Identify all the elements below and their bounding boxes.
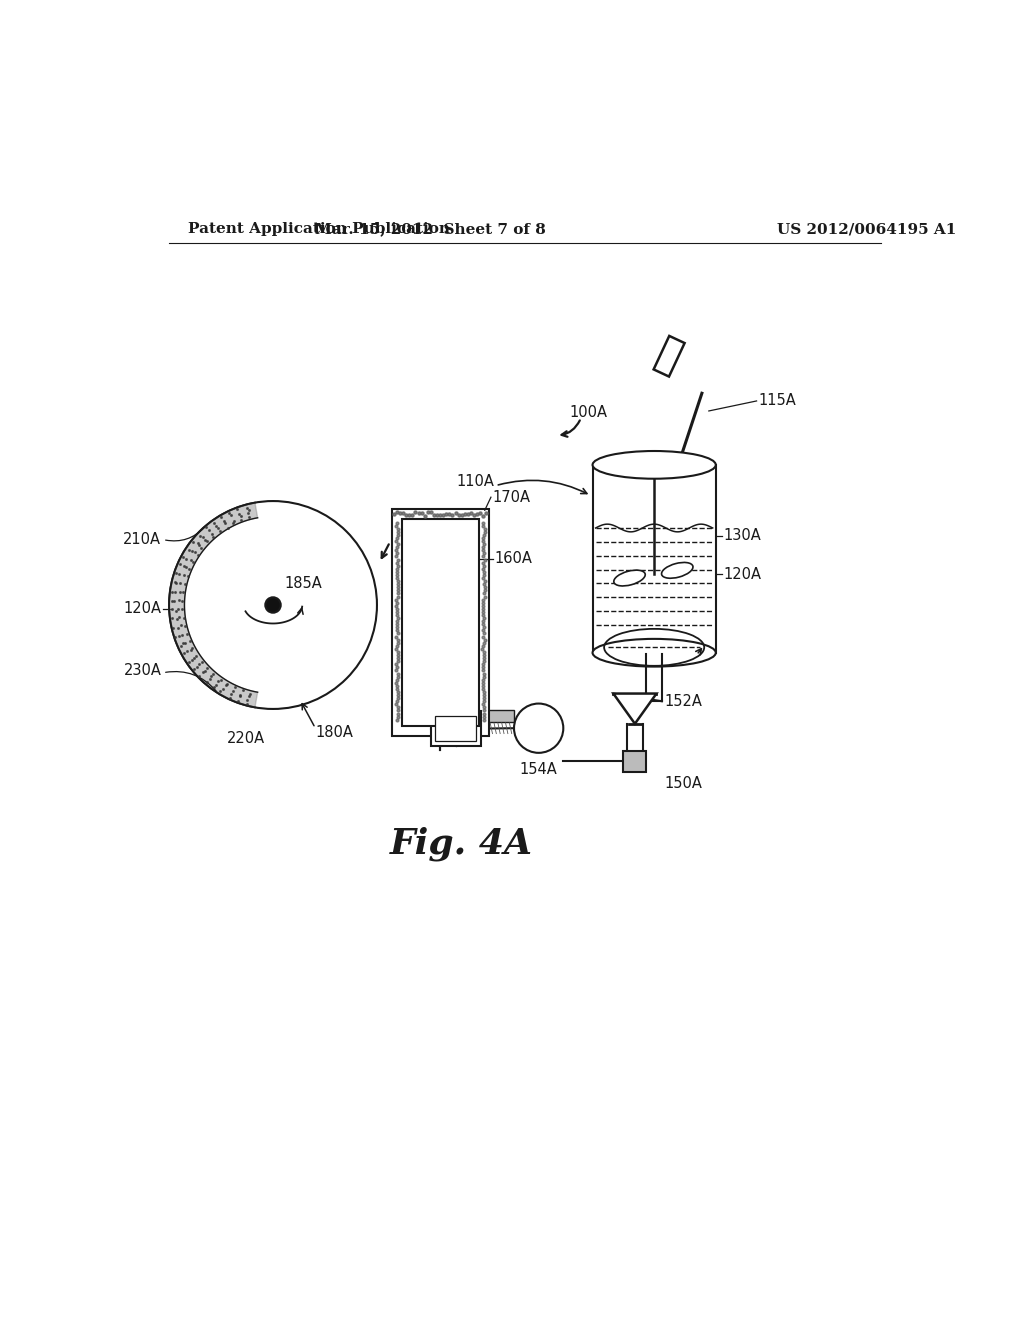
Text: 185A: 185A (285, 576, 323, 591)
Circle shape (265, 597, 281, 612)
Text: 130A: 130A (724, 528, 761, 544)
Text: 120A: 120A (123, 602, 162, 616)
Text: 220A: 220A (226, 731, 265, 746)
Text: 152A: 152A (665, 694, 702, 709)
Text: Mar. 15, 2012  Sheet 7 of 8: Mar. 15, 2012 Sheet 7 of 8 (315, 222, 546, 236)
Text: Fig. 4A: Fig. 4A (390, 826, 534, 861)
Text: 230A: 230A (124, 663, 162, 678)
Bar (435, 715, 476, 742)
Text: 100A: 100A (569, 405, 607, 420)
Text: 160A: 160A (495, 552, 532, 566)
Text: 170A: 170A (493, 490, 530, 504)
Polygon shape (613, 693, 656, 723)
Text: Patent Application Publication: Patent Application Publication (188, 222, 451, 236)
Text: 150A: 150A (665, 776, 702, 791)
Ellipse shape (593, 451, 716, 479)
Text: 180A: 180A (315, 725, 353, 739)
Bar (431, 711, 481, 746)
Text: 115A: 115A (758, 393, 796, 408)
Circle shape (514, 704, 563, 752)
Text: 120A: 120A (724, 566, 762, 582)
Ellipse shape (662, 562, 693, 578)
Text: 110A: 110A (456, 474, 494, 490)
Text: US 2012/0064195 A1: US 2012/0064195 A1 (777, 222, 956, 236)
Circle shape (169, 502, 377, 709)
Polygon shape (169, 503, 258, 708)
Bar (402, 519, 478, 726)
Ellipse shape (593, 639, 716, 667)
Ellipse shape (613, 570, 645, 586)
Text: 210A: 210A (123, 532, 162, 546)
Bar (392, 508, 488, 737)
Text: 156A: 156A (437, 686, 475, 702)
Bar (481, 710, 514, 722)
Bar (653, 335, 685, 376)
Bar (624, 751, 646, 772)
Text: 154A: 154A (520, 762, 557, 777)
